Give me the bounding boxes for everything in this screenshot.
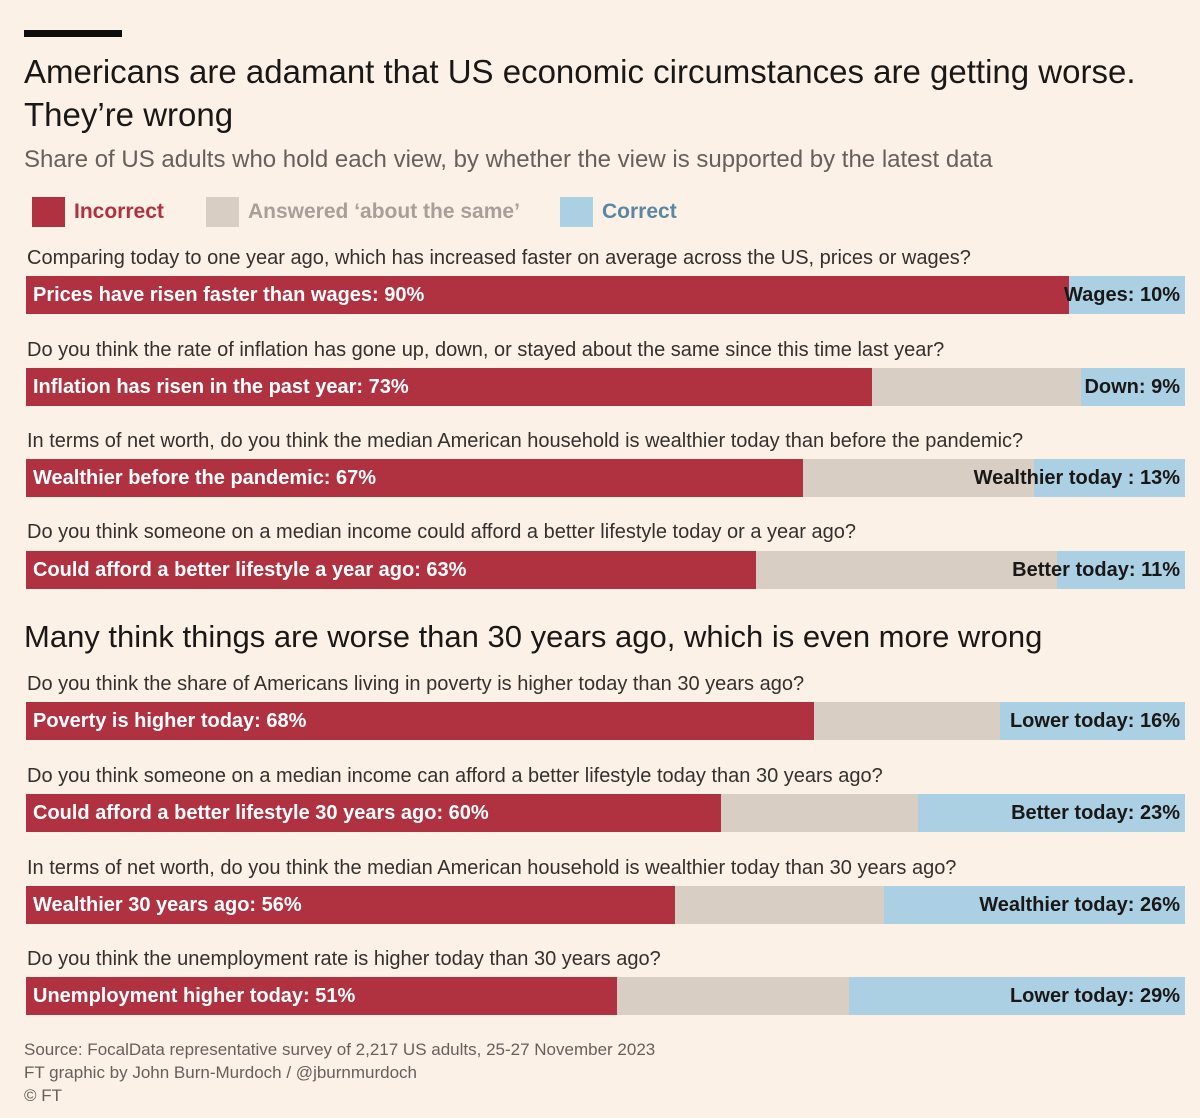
bar-segment-same bbox=[872, 368, 1081, 406]
credit-note: FT graphic by John Burn-Murdoch / @jburn… bbox=[24, 1063, 418, 1082]
bar-segment-correct bbox=[918, 794, 1185, 832]
correct-value-label: Better today: 23% bbox=[1011, 802, 1180, 824]
correct-value-label: Down: 9% bbox=[1084, 376, 1180, 398]
bar-segment-correct bbox=[999, 702, 1185, 740]
stacked-bar: Prices have risen faster than wages: 90%… bbox=[26, 276, 1185, 314]
legend-incorrect-label: Incorrect bbox=[74, 200, 164, 223]
bar-segment-correct bbox=[1034, 459, 1185, 497]
top-rule bbox=[24, 30, 122, 37]
incorrect-value-label: Inflation has risen in the past year: 73… bbox=[33, 376, 409, 398]
source-note: Source: FocalData representative survey … bbox=[24, 1040, 656, 1059]
incorrect-value-label: Wealthier before the pandemic: 67% bbox=[33, 467, 377, 489]
incorrect-value-label: Unemployment higher today: 51% bbox=[33, 985, 356, 1007]
stacked-bar: Wealthier 30 years ago: 56% Wealthier tod… bbox=[26, 886, 1185, 924]
bar-segment-incorrect bbox=[26, 368, 873, 406]
bar-segment-incorrect bbox=[26, 702, 815, 740]
section-2-title: Many think things are worse than 30 year… bbox=[24, 619, 1043, 654]
legend-same-swatch bbox=[206, 197, 239, 227]
bar-segment-correct bbox=[1080, 368, 1185, 406]
stacked-bar: Wealthier before the pandemic: 67% Wealth… bbox=[26, 459, 1185, 497]
legend-same-label: Answered ‘about the same’ bbox=[248, 200, 520, 223]
stacked-bar: Unemployment higher today: 51% Lower toda… bbox=[26, 977, 1185, 1015]
incorrect-value-label: Poverty is higher today: 68% bbox=[33, 710, 307, 732]
correct-value-label: Wealthier today : 13% bbox=[973, 467, 1180, 489]
question-text: In terms of net worth, do you think the … bbox=[27, 857, 957, 879]
copyright-note: © FT bbox=[24, 1086, 63, 1105]
bar-segment-incorrect bbox=[26, 977, 618, 1015]
stacked-bar: Inflation has risen in the past year: 73… bbox=[26, 368, 1185, 406]
correct-value-label: Lower today: 29% bbox=[1009, 985, 1180, 1007]
question-text: Do you think the rate of inflation has g… bbox=[27, 339, 945, 361]
chart-subtitle: Share of US adults who hold each view, b… bbox=[24, 146, 993, 173]
question-text: In terms of net worth, do you think the … bbox=[27, 430, 1024, 452]
bar-segment-same bbox=[675, 886, 884, 924]
stacked-bar: Poverty is higher today: 68% Lower today:… bbox=[26, 702, 1185, 740]
stacked-bar: Could afford a better lifestyle a year a… bbox=[26, 551, 1185, 589]
bar-segment-correct bbox=[1057, 551, 1185, 589]
bar-segment-same bbox=[721, 794, 919, 832]
bar-segment-correct bbox=[848, 977, 1185, 1015]
bar-segment-incorrect bbox=[26, 276, 1070, 314]
bar-segment-same bbox=[802, 459, 1035, 497]
stacked-bar: Could afford a better lifestyle 30 years… bbox=[26, 794, 1185, 832]
legend-same: Answered ‘about the same’ bbox=[206, 197, 520, 227]
correct-value-label: Wages: 10% bbox=[1064, 284, 1180, 306]
bar-segment-same bbox=[617, 977, 849, 1015]
bar-segment-incorrect bbox=[26, 551, 757, 589]
legend-incorrect-swatch bbox=[32, 197, 65, 227]
question-text: Do you think the share of Americans livi… bbox=[27, 673, 805, 695]
incorrect-value-label: Wealthier 30 years ago: 56% bbox=[33, 894, 302, 916]
legend-incorrect: Incorrect bbox=[32, 197, 164, 227]
question-text: Do you think someone on a median income … bbox=[27, 521, 857, 543]
correct-value-label: Better today: 11% bbox=[1012, 559, 1180, 581]
bar-segment-same bbox=[756, 551, 1058, 589]
correct-value-label: Lower today: 16% bbox=[1009, 710, 1180, 732]
legend-correct-label: Correct bbox=[602, 200, 677, 223]
bar-segment-incorrect bbox=[26, 886, 676, 924]
question-text: Do you think someone on a median income … bbox=[27, 765, 883, 787]
legend-correct: Correct bbox=[560, 197, 677, 227]
legend-correct-swatch bbox=[560, 197, 593, 227]
question-text: Comparing today to one year ago, which h… bbox=[27, 247, 971, 269]
incorrect-value-label: Could afford a better lifestyle 30 years… bbox=[33, 802, 489, 824]
correct-value-label: Wealthier today: 26% bbox=[979, 894, 1180, 916]
chart-title-line-1: Americans are adamant that US economic c… bbox=[24, 53, 1136, 90]
bar-segment-incorrect bbox=[26, 459, 803, 497]
chart-title-line-2: They’re wrong bbox=[24, 96, 234, 133]
incorrect-value-label: Prices have risen faster than wages: 90% bbox=[33, 284, 425, 306]
bar-segment-incorrect bbox=[26, 794, 722, 832]
bar-segment-correct bbox=[1069, 276, 1185, 314]
question-text: Do you think the unemployment rate is hi… bbox=[27, 948, 661, 970]
bar-segment-correct bbox=[883, 886, 1185, 924]
bar-segment-same bbox=[814, 702, 1000, 740]
incorrect-value-label: Could afford a better lifestyle a year a… bbox=[33, 559, 467, 581]
